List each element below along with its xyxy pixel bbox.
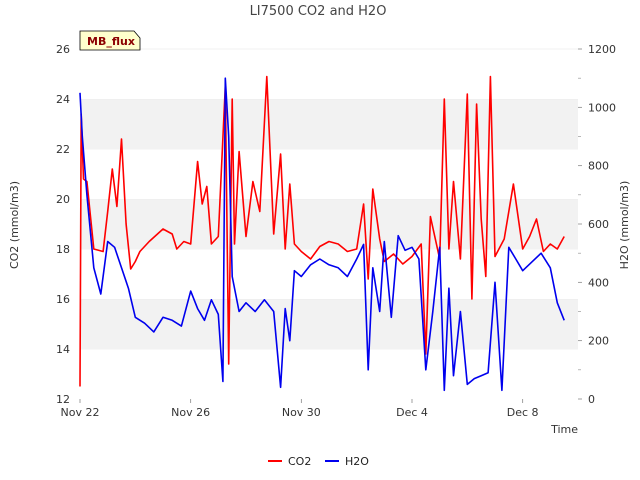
legend-item-h2o[interactable]: H2O <box>325 455 369 468</box>
legend-label-co2: CO2 <box>288 455 311 468</box>
chart-title: LI7500 CO2 and H2O <box>250 4 387 19</box>
y-left-tick-label: 12 <box>56 393 70 406</box>
badge: MB_flux <box>79 30 141 51</box>
x-tick-label: Nov 30 <box>282 406 321 419</box>
y-left-tick-label: 22 <box>56 143 70 156</box>
y-right-tick-label: 1200 <box>588 43 616 56</box>
grid-band <box>80 49 578 99</box>
y-left-tick-label: 16 <box>56 293 70 306</box>
legend: CO2 H2O <box>268 455 369 468</box>
grid-band <box>80 299 578 349</box>
y-right-tick-label: 600 <box>588 218 609 231</box>
y-axis-right-label: H2O (mmol/m3) <box>618 181 631 270</box>
badge-label: MB_flux <box>87 35 135 48</box>
y-left-tick-label: 26 <box>56 43 70 56</box>
y-right-tick-label: 400 <box>588 276 609 289</box>
series-line-co2 <box>79 75 565 387</box>
y-axis-left: 12 14 16 18 20 22 24 26 <box>56 43 70 406</box>
x-tick-label: Dec 8 <box>507 406 539 419</box>
grid-bands <box>80 48 578 399</box>
x-tick-label: Dec 4 <box>396 406 428 419</box>
x-tick-label: Nov 26 <box>171 406 210 419</box>
y-left-tick-label: 18 <box>56 243 70 256</box>
y-right-tick-label: 200 <box>588 335 609 348</box>
grid-band <box>80 249 578 299</box>
legend-label-h2o: H2O <box>345 455 369 468</box>
y-axis-left-label: CO2 (mmol/m3) <box>8 181 21 269</box>
series-line-h2o <box>79 77 565 392</box>
y-left-tick-label: 14 <box>56 343 70 356</box>
y-left-tick-label: 24 <box>56 93 70 106</box>
grid-band <box>80 99 578 149</box>
grid-band <box>80 349 578 399</box>
y-right-tick-label: 0 <box>588 393 595 406</box>
badge-background <box>79 30 141 51</box>
y-right-tick-label: 1000 <box>588 101 616 114</box>
y-axis-right: 0 200 400 600 800 1000 1200 <box>578 43 616 406</box>
grid-band <box>80 149 578 199</box>
y-left-tick-label: 20 <box>56 193 70 206</box>
series-layer <box>79 75 565 392</box>
x-axis-label: Time <box>550 423 578 436</box>
x-axis: Nov 22 Nov 26 Nov 30 Dec 4 Dec 8 <box>61 399 539 419</box>
y-right-tick-label: 800 <box>588 160 609 173</box>
legend-item-co2[interactable]: CO2 <box>268 455 311 468</box>
x-tick-label: Nov 22 <box>61 406 100 419</box>
